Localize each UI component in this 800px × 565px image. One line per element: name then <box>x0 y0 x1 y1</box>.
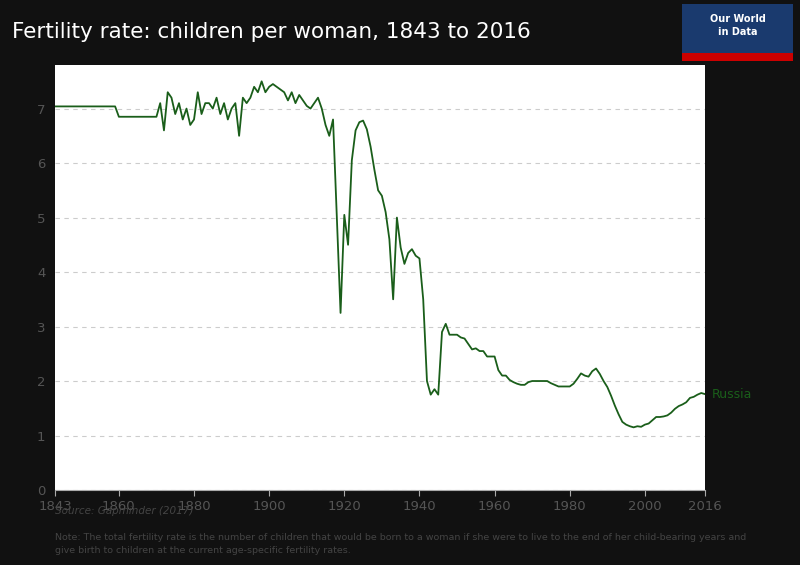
FancyBboxPatch shape <box>682 53 793 61</box>
Text: Source: Gapminder (2017): Source: Gapminder (2017) <box>55 506 194 516</box>
Text: Note: The total fertility rate is the number of children that would be born to a: Note: The total fertility rate is the nu… <box>55 533 746 555</box>
Text: Our World
in Data: Our World in Data <box>710 14 766 37</box>
Text: Russia: Russia <box>712 388 752 401</box>
FancyBboxPatch shape <box>682 4 793 61</box>
Text: Fertility rate: children per woman, 1843 to 2016: Fertility rate: children per woman, 1843… <box>12 23 530 42</box>
